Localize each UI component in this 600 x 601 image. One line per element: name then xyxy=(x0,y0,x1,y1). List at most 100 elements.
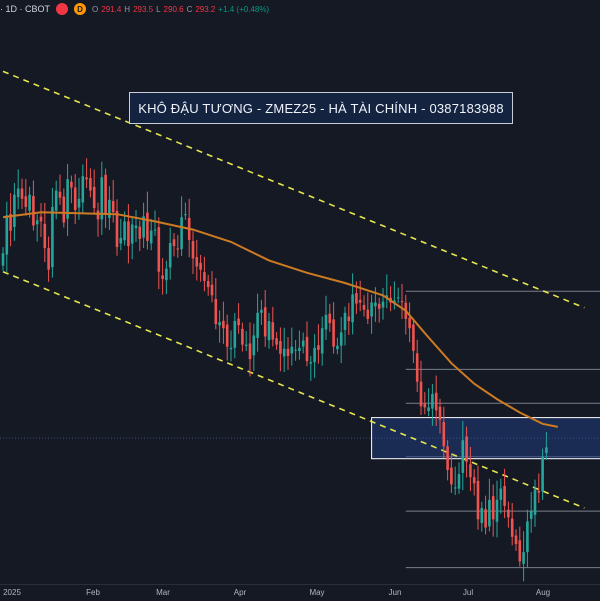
candle-body-80 xyxy=(305,336,309,362)
candle-body-24 xyxy=(92,186,96,209)
symbol-info: · 1D · CBOT xyxy=(0,4,51,14)
candle-body-108 xyxy=(412,324,415,351)
candle-body-87 xyxy=(332,319,335,347)
time-axis[interactable]: 2025 Feb Mar Apr May Jun Jul Aug xyxy=(0,584,600,601)
x-tick-jul: Jul xyxy=(462,588,474,597)
candle-body-13 xyxy=(51,207,54,268)
candle-body-134 xyxy=(510,518,514,537)
candle-body-18 xyxy=(70,181,73,188)
candle-body-14 xyxy=(54,190,58,211)
candle-body-66 xyxy=(252,335,256,356)
candle-body-75 xyxy=(286,348,290,356)
candle-body-141 xyxy=(537,490,541,493)
candle-body-112 xyxy=(427,407,430,412)
resistance-zone xyxy=(0,417,600,460)
candle-body-104 xyxy=(396,297,400,299)
candle-body-64 xyxy=(244,344,248,346)
candle-body-34 xyxy=(130,224,134,244)
open-value: 291.4 xyxy=(101,4,122,14)
candle-body-43 xyxy=(165,268,168,281)
candle-body-125 xyxy=(476,480,480,520)
x-tick-feb: Feb xyxy=(86,588,100,597)
candle-body-48 xyxy=(184,214,187,216)
candle-body-60 xyxy=(229,347,233,350)
candle-body-19 xyxy=(73,187,77,211)
candle-body-15 xyxy=(58,191,62,198)
candle-body-12 xyxy=(47,248,50,270)
candle-body-77 xyxy=(294,349,297,351)
candle-body-86 xyxy=(328,313,332,324)
candle-body-27 xyxy=(104,174,107,215)
moving-average xyxy=(2,211,558,428)
candle-body-90 xyxy=(343,312,347,330)
alert-badge[interactable] xyxy=(56,3,69,15)
dividend-badge[interactable]: D xyxy=(74,3,87,15)
candle-body-70 xyxy=(267,321,271,341)
candle-body-10 xyxy=(39,216,43,222)
candle-body-116 xyxy=(442,422,446,447)
candle-body-115 xyxy=(438,406,442,420)
channel-upper-line xyxy=(2,70,585,309)
candle-body-56 xyxy=(214,299,218,325)
candle-body-35 xyxy=(134,225,138,229)
candle-body-131 xyxy=(499,488,503,500)
candle-body-0 xyxy=(1,253,5,266)
candle-body-84 xyxy=(320,328,324,354)
candle-body-96 xyxy=(366,309,370,319)
candle-body-138 xyxy=(526,521,529,553)
candle-body-73 xyxy=(279,340,282,354)
candle-body-114 xyxy=(434,392,438,411)
candle-body-89 xyxy=(339,332,343,346)
candle-body-23 xyxy=(89,178,92,191)
candle-body-52 xyxy=(199,262,202,270)
x-tick-2025: 2025 xyxy=(3,588,21,597)
change-value: +1.4 (+0.48%) xyxy=(218,4,270,14)
x-tick-jun: Jun xyxy=(388,588,402,597)
candle-body-123 xyxy=(469,464,472,478)
candle-body-119 xyxy=(453,487,457,489)
candle-body-50 xyxy=(191,241,195,259)
candle-body-95 xyxy=(362,305,366,310)
candle-body-93 xyxy=(355,293,358,304)
candle-body-128 xyxy=(488,499,491,527)
candle-body-17 xyxy=(66,179,69,219)
candle-body-97 xyxy=(370,302,373,317)
ma-line xyxy=(2,211,558,428)
candle-body-74 xyxy=(282,348,286,357)
chart-title: KHÔ ĐẬU TƯƠNG - ZMEZ25 - HÀ TÀI CHÍNH - … xyxy=(138,100,504,116)
candle-body-79 xyxy=(301,340,305,347)
candle-body-140 xyxy=(533,489,537,515)
candle-body-137 xyxy=(522,552,525,564)
high-value: 293.5 xyxy=(133,4,154,14)
candle-body-143 xyxy=(545,447,548,453)
candle-body-30 xyxy=(115,210,119,248)
candle-body-81 xyxy=(309,362,313,364)
candle-body-53 xyxy=(203,272,206,281)
candle-body-22 xyxy=(85,177,88,180)
channel-lower-line xyxy=(2,270,585,509)
candle-body-11 xyxy=(43,223,47,249)
candle-body-9 xyxy=(35,220,39,225)
candle-body-76 xyxy=(290,346,294,354)
candle-body-42 xyxy=(161,275,164,279)
candle-body-65 xyxy=(248,343,252,360)
chart-title-box[interactable]: KHÔ ĐẬU TƯƠNG - ZMEZ25 - HÀ TÀI CHÍNH - … xyxy=(129,92,513,124)
x-tick-aug: Aug xyxy=(535,588,551,597)
candle-body-25 xyxy=(96,210,100,220)
candle-body-37 xyxy=(142,216,145,238)
candle-body-63 xyxy=(241,328,244,345)
candle-body-2 xyxy=(9,214,12,231)
x-tick-may: May xyxy=(309,588,325,597)
candle-body-1 xyxy=(5,215,9,255)
x-tick-mar: Mar xyxy=(156,588,170,597)
low-label: L xyxy=(156,4,161,14)
candle-body-55 xyxy=(210,284,214,296)
candle-body-16 xyxy=(62,196,66,223)
candle-body-122 xyxy=(465,436,468,462)
candle-body-85 xyxy=(324,314,328,330)
candle-body-91 xyxy=(347,316,351,322)
candle-body-72 xyxy=(275,338,278,345)
candle-body-113 xyxy=(431,393,434,409)
candle-body-3 xyxy=(13,194,16,227)
